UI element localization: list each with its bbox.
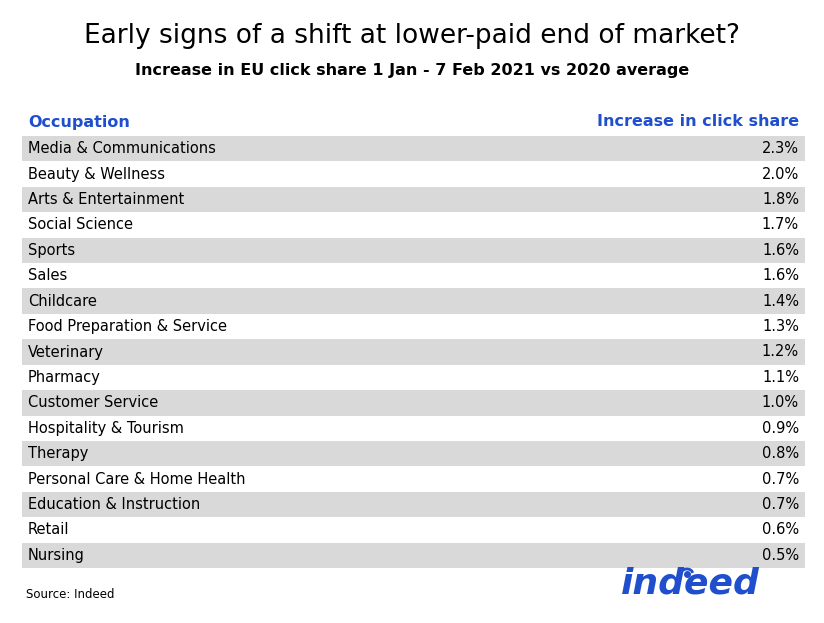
Text: 0.5%: 0.5% xyxy=(762,548,799,563)
Text: 1.1%: 1.1% xyxy=(762,370,799,385)
Bar xyxy=(22,441,805,467)
Bar xyxy=(22,340,805,364)
Text: 1.3%: 1.3% xyxy=(762,319,799,334)
Text: Food Preparation & Service: Food Preparation & Service xyxy=(28,319,227,334)
Text: Veterinary: Veterinary xyxy=(28,345,104,359)
Text: 1.0%: 1.0% xyxy=(762,396,799,411)
Text: Beauty & Wellness: Beauty & Wellness xyxy=(28,166,165,182)
Bar xyxy=(22,314,805,340)
Bar xyxy=(22,467,805,492)
Bar xyxy=(22,416,805,441)
Bar xyxy=(22,237,805,263)
Text: Pharmacy: Pharmacy xyxy=(28,370,101,385)
Text: 1.7%: 1.7% xyxy=(762,217,799,232)
Text: Source: Indeed: Source: Indeed xyxy=(26,589,115,601)
Text: Customer Service: Customer Service xyxy=(28,396,158,411)
Bar xyxy=(22,517,805,543)
Text: 2.0%: 2.0% xyxy=(761,166,799,182)
Text: Education & Instruction: Education & Instruction xyxy=(28,497,200,512)
Text: Increase in click share: Increase in click share xyxy=(597,115,799,130)
Text: Personal Care & Home Health: Personal Care & Home Health xyxy=(28,472,246,487)
Text: 1.6%: 1.6% xyxy=(762,243,799,258)
Text: Occupation: Occupation xyxy=(28,115,130,130)
Text: indeed: indeed xyxy=(621,567,760,601)
Text: 0.8%: 0.8% xyxy=(762,446,799,461)
Text: Sales: Sales xyxy=(28,269,68,283)
Text: 1.8%: 1.8% xyxy=(762,192,799,207)
Bar xyxy=(22,263,805,288)
Text: 0.9%: 0.9% xyxy=(762,421,799,435)
Text: 1.4%: 1.4% xyxy=(762,293,799,308)
Text: 0.7%: 0.7% xyxy=(761,497,799,512)
Text: Retail: Retail xyxy=(28,522,69,538)
Text: Childcare: Childcare xyxy=(28,293,97,308)
Text: 0.7%: 0.7% xyxy=(761,472,799,487)
Bar xyxy=(22,288,805,314)
Text: Arts & Entertainment: Arts & Entertainment xyxy=(28,192,185,207)
Bar xyxy=(22,187,805,212)
Text: 1.6%: 1.6% xyxy=(762,269,799,283)
Bar xyxy=(22,161,805,187)
Text: 0.6%: 0.6% xyxy=(762,522,799,538)
Bar xyxy=(22,492,805,517)
Text: Nursing: Nursing xyxy=(28,548,85,563)
Text: Hospitality & Tourism: Hospitality & Tourism xyxy=(28,421,184,435)
Text: Early signs of a shift at lower-paid end of market?: Early signs of a shift at lower-paid end… xyxy=(84,23,740,49)
Text: 2.3%: 2.3% xyxy=(762,141,799,156)
Bar xyxy=(22,364,805,390)
Text: 1.2%: 1.2% xyxy=(762,345,799,359)
Text: Increase in EU click share 1 Jan - 7 Feb 2021 vs 2020 average: Increase in EU click share 1 Jan - 7 Feb… xyxy=(135,63,689,78)
Text: Sports: Sports xyxy=(28,243,75,258)
Text: Therapy: Therapy xyxy=(28,446,88,461)
Bar xyxy=(22,212,805,237)
Text: Social Science: Social Science xyxy=(28,217,133,232)
Bar xyxy=(22,390,805,416)
Text: Media & Communications: Media & Communications xyxy=(28,141,216,156)
Bar xyxy=(22,543,805,568)
Bar xyxy=(22,136,805,161)
